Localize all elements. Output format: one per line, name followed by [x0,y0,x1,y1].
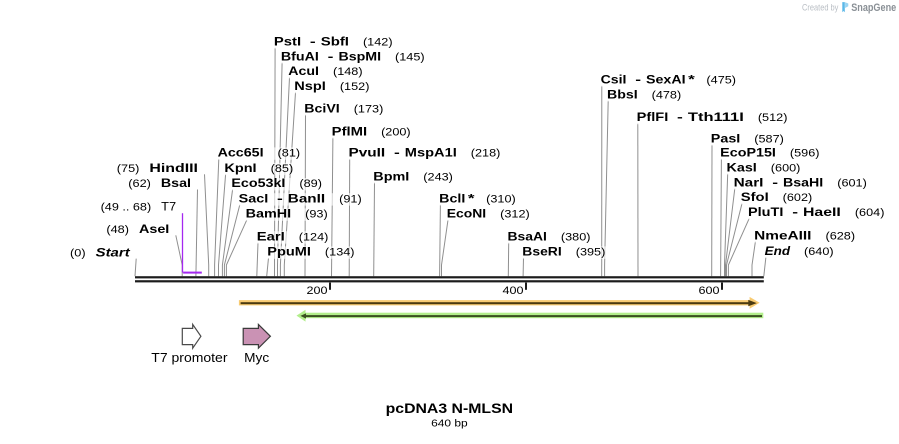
svg-text:PvuII-MspA1I(218): PvuII-MspA1I(218) [349,146,501,160]
svg-text:Myc: Myc [244,350,270,365]
svg-text:PluTI-HaeII(604): PluTI-HaeII(604) [748,205,884,219]
svg-text:(75)HindIII: (75)HindIII [117,161,198,175]
svg-text:pcDNA3 N-MLSN: pcDNA3 N-MLSN [386,400,514,416]
svg-text:Created by: Created by [802,2,839,12]
svg-text:(0)Start: (0)Start [70,245,131,259]
svg-text:CsiI-SexAI*(475): CsiI-SexAI*(475) [601,72,736,86]
svg-text:200: 200 [307,285,328,297]
svg-text:640 bp: 640 bp [431,419,468,430]
svg-text:Eco53kI(89): Eco53kI(89) [231,176,322,190]
svg-text:NarI-BsaHI(601): NarI-BsaHI(601) [734,175,867,189]
svg-text:(49 .. 68)T7: (49 .. 68)T7 [101,199,177,213]
svg-text:T7 promoter: T7 promoter [151,350,228,365]
svg-text:400: 400 [503,285,524,297]
svg-text:Acc65I(81): Acc65I(81) [218,146,301,160]
svg-text:PstI-SbfI(142): PstI-SbfI(142) [274,34,393,48]
svg-text:BamHI(93): BamHI(93) [246,207,328,221]
svg-text:PpuMI(134): PpuMI(134) [267,245,354,259]
svg-text:SacI-BanII(91): SacI-BanII(91) [239,191,362,205]
svg-text:BfuAI-BspMI(145): BfuAI-BspMI(145) [281,49,425,63]
svg-text:NmeAIII(628): NmeAIII(628) [754,228,855,242]
svg-text:SnapGene: SnapGene [851,2,896,14]
svg-text:600: 600 [699,285,720,297]
svg-text:EcoP15I(596): EcoP15I(596) [720,146,819,160]
svg-text:PflFI-Tth111I(512): PflFI-Tth111I(512) [637,110,788,124]
